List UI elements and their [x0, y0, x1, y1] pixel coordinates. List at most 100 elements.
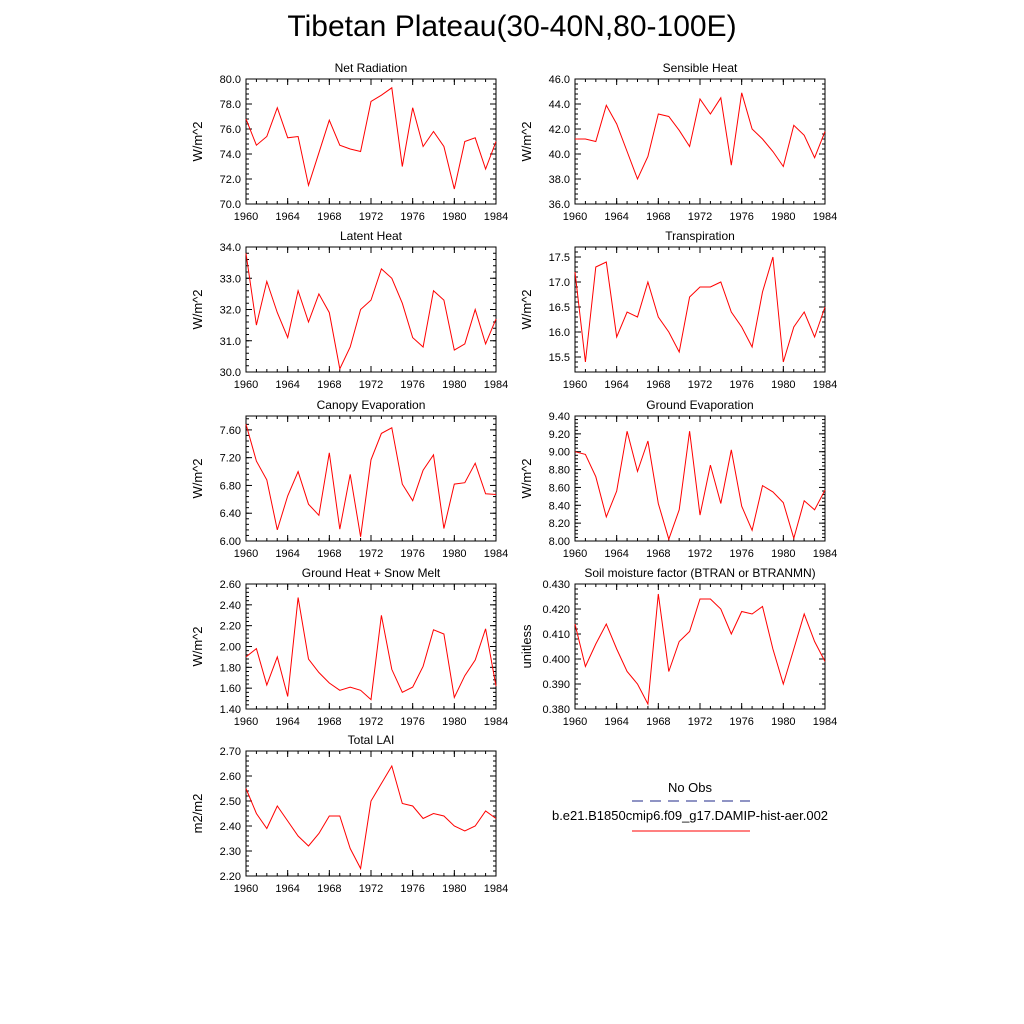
series-line	[245, 424, 497, 537]
panel-title: Transpiration	[665, 229, 735, 243]
panel-title: Sensible Heat	[663, 61, 738, 75]
y-tick-label: 34.0	[220, 242, 241, 254]
y-tick-label: 6.80	[220, 480, 241, 492]
x-tick-label: 1960	[234, 211, 258, 223]
x-tick-label: 1980	[442, 716, 466, 728]
legend-model-label: b.e21.B1850cmip6.f09_g17.DAMIP-hist-aer.…	[552, 808, 828, 823]
y-tick-label: 0.430	[542, 579, 570, 591]
x-tick-label: 1984	[813, 211, 837, 223]
panel-1: Sensible Heat W/m^2 1960 1964 1968 1972 1976 19…	[519, 61, 837, 223]
y-axis-label: unitless	[519, 624, 534, 669]
y-tick-label: 30.0	[220, 367, 241, 379]
y-tick-label: 16.5	[549, 302, 570, 314]
x-tick-label: 1980	[442, 379, 466, 391]
y-tick-label: 80.0	[220, 74, 241, 86]
y-tick-label: 2.20	[220, 871, 241, 883]
y-tick-label: 76.0	[220, 124, 241, 136]
x-tick-label: 1968	[317, 716, 341, 728]
x-tick-label: 1984	[813, 716, 837, 728]
x-tick-label: 1972	[688, 548, 712, 560]
panel-0: Net Radiation W/m^2 1960 1964 1968 1972 1976 19…	[190, 61, 508, 223]
y-tick-label: 2.30	[220, 846, 241, 858]
x-tick-label: 1984	[813, 548, 837, 560]
y-tick-label: 1.60	[220, 683, 241, 695]
x-tick-label: 1964	[604, 211, 628, 223]
series-line	[245, 253, 497, 371]
panel-title: Ground Heat + Snow Melt	[302, 566, 441, 580]
x-tick-label: 1976	[400, 716, 424, 728]
x-tick-label: 1976	[729, 548, 753, 560]
x-tick-label: 1960	[234, 716, 258, 728]
x-tick-label: 1968	[646, 379, 670, 391]
y-tick-label: 78.0	[220, 99, 241, 111]
plot-frame	[245, 78, 497, 205]
x-tick-label: 1960	[234, 883, 258, 895]
x-tick-label: 1964	[275, 379, 299, 391]
y-tick-label: 72.0	[220, 174, 241, 186]
y-tick-label: 0.390	[542, 679, 570, 691]
y-axis-label: W/m^2	[190, 289, 205, 329]
x-tick-label: 1984	[484, 379, 508, 391]
x-tick-label: 1972	[359, 716, 383, 728]
x-tick-label: 1972	[359, 211, 383, 223]
y-tick-label: 17.5	[549, 252, 570, 264]
panel-4: Canopy Evaporation W/m^2 1960 1964 1968 1972 1…	[190, 398, 508, 560]
x-tick-label: 1960	[563, 211, 587, 223]
panel-title: Net Radiation	[335, 61, 408, 75]
y-tick-label: 16.0	[549, 327, 570, 339]
x-tick-label: 1964	[604, 548, 628, 560]
y-tick-label: 15.5	[549, 352, 570, 364]
panel-title: Latent Heat	[340, 229, 403, 243]
x-tick-label: 1964	[275, 716, 299, 728]
y-tick-label: 0.420	[542, 604, 570, 616]
x-tick-label: 1968	[317, 211, 341, 223]
panel-3: Transpiration W/m^2 1960 1964 1968 1972 1976 19…	[519, 229, 837, 391]
panel-8: Total LAI m2/m2 1960 1964 1968 1972 1976 1980 19…	[190, 733, 508, 895]
x-tick-label: 1972	[359, 548, 383, 560]
y-axis-label: W/m^2	[190, 458, 205, 498]
y-tick-label: 2.40	[220, 821, 241, 833]
x-tick-label: 1964	[275, 211, 299, 223]
figure-title: Tibetan Plateau(30-40N,80-100E)	[287, 10, 737, 43]
y-tick-label: 7.20	[220, 453, 241, 465]
y-tick-label: 2.40	[220, 600, 241, 612]
y-tick-label: 2.60	[220, 771, 241, 783]
y-axis-label: W/m^2	[519, 458, 534, 498]
x-tick-label: 1972	[688, 716, 712, 728]
plot-frame	[574, 583, 826, 710]
x-tick-label: 1980	[442, 548, 466, 560]
y-tick-label: 31.0	[220, 336, 241, 348]
x-tick-label: 1976	[400, 548, 424, 560]
x-tick-label: 1980	[771, 379, 795, 391]
y-tick-label: 2.50	[220, 796, 241, 808]
y-tick-label: 42.0	[549, 124, 570, 136]
legend: No Obs b.e21.B1850cmip6.f09_g17.DAMIP-hi…	[552, 780, 828, 832]
y-tick-label: 40.0	[549, 149, 570, 161]
x-tick-label: 1976	[729, 211, 753, 223]
x-tick-label: 1960	[563, 716, 587, 728]
x-tick-label: 1960	[234, 379, 258, 391]
y-tick-label: 74.0	[220, 149, 241, 161]
y-tick-label: 46.0	[549, 74, 570, 86]
x-tick-label: 1960	[563, 548, 587, 560]
x-tick-label: 1980	[771, 211, 795, 223]
x-tick-label: 1984	[813, 379, 837, 391]
plot-frame	[245, 415, 497, 542]
y-tick-label: 8.80	[549, 465, 570, 477]
series-line	[245, 764, 497, 871]
panel-6: Ground Heat + Snow Melt W/m^2 1960 1964 1968…	[190, 566, 508, 728]
x-tick-label: 1980	[771, 548, 795, 560]
plot-frame	[574, 415, 826, 542]
series-line	[574, 256, 826, 363]
x-tick-label: 1984	[484, 548, 508, 560]
y-tick-label: 70.0	[220, 199, 241, 211]
y-tick-label: 9.20	[549, 429, 570, 441]
y-tick-label: 8.60	[549, 482, 570, 494]
y-tick-label: 32.0	[220, 305, 241, 317]
y-tick-label: 8.00	[549, 536, 570, 548]
y-tick-label: 7.60	[220, 425, 241, 437]
y-tick-label: 9.00	[549, 447, 570, 459]
x-tick-label: 1976	[400, 211, 424, 223]
y-tick-label: 8.20	[549, 518, 570, 530]
